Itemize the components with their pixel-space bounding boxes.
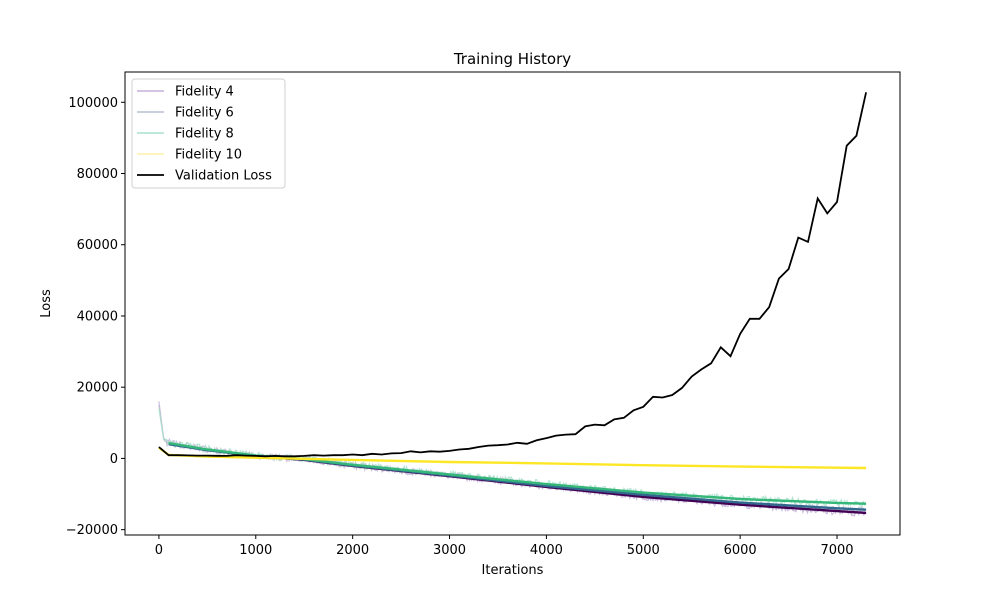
y-tick-label: 60000 bbox=[77, 238, 118, 253]
plot-frame bbox=[124, 71, 901, 536]
x-axis: 0 1000 2000 3000 4000 5000 6000 7000 bbox=[155, 535, 854, 558]
x-tick-label: 3000 bbox=[433, 543, 466, 558]
y-tick-label: 40000 bbox=[77, 309, 118, 324]
y-tick-label: 0 bbox=[110, 452, 118, 467]
y-axis: −20000 0 20000 40000 60000 80000 100000 bbox=[66, 96, 125, 538]
legend-label: Fidelity 8 bbox=[175, 127, 234, 142]
x-tick-label: 2000 bbox=[336, 543, 369, 558]
y-tick-label: 80000 bbox=[77, 167, 118, 182]
x-tick-label: 6000 bbox=[724, 543, 757, 558]
y-axis-title: Loss bbox=[39, 289, 54, 318]
plot-area bbox=[158, 92, 867, 517]
legend-label: Fidelity 10 bbox=[175, 148, 242, 163]
chart-title: Training History bbox=[453, 50, 571, 68]
series-smooth-fidelity-8 bbox=[168, 441, 867, 505]
series-validation-loss bbox=[158, 92, 867, 458]
y-tick-label: 20000 bbox=[77, 381, 118, 396]
x-tick-label: 5000 bbox=[627, 543, 660, 558]
x-tick-label: 1000 bbox=[239, 543, 272, 558]
x-tick-label: 4000 bbox=[530, 543, 563, 558]
legend-label: Fidelity 4 bbox=[175, 85, 234, 100]
legend-label: Fidelity 6 bbox=[175, 106, 234, 121]
x-tick-label: 0 bbox=[155, 543, 163, 558]
legend-label: Validation Loss bbox=[175, 169, 272, 184]
y-tick-label: −20000 bbox=[66, 523, 118, 538]
x-tick-label: 7000 bbox=[820, 543, 853, 558]
x-axis-title: Iterations bbox=[482, 563, 544, 578]
legend-box bbox=[131, 78, 286, 189]
y-tick-label: 100000 bbox=[68, 96, 118, 111]
legend: Fidelity 4 Fidelity 6 Fidelity 8 Fidelity 1… bbox=[131, 78, 286, 189]
